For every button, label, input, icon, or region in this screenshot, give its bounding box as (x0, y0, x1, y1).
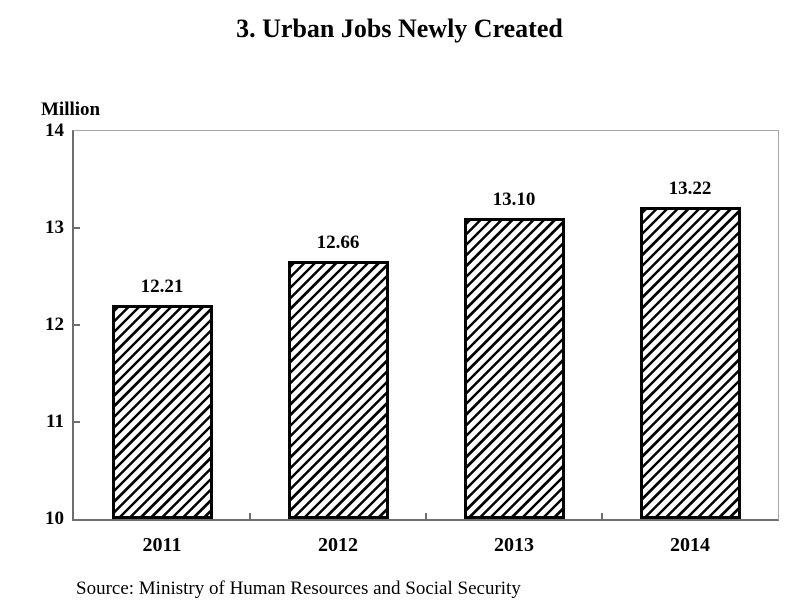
x-tick-label-2013: 2013 (494, 534, 534, 556)
y-tick-label-12: 12 (45, 314, 64, 335)
x-tick-mark-2 (425, 513, 427, 519)
y-tick-label-10: 10 (45, 508, 64, 529)
bar-value-label-2011: 12.21 (140, 275, 184, 297)
y-tick-mark-11 (74, 421, 80, 423)
y-axis-unit-label: Million (41, 99, 101, 120)
bar-value-label-2012: 12.66 (316, 231, 360, 253)
y-tick-label-11: 11 (46, 411, 64, 432)
x-tick-label-2012: 2012 (318, 534, 358, 556)
bar-2013 (463, 218, 565, 519)
source-note: Source: Ministry of Human Resources and … (76, 578, 521, 599)
x-tick-label-2014: 2014 (670, 534, 710, 556)
chart-title: 3. Urban Jobs Newly Created (236, 14, 563, 43)
y-tick-label-13: 13 (45, 217, 64, 238)
bar-2014 (639, 206, 741, 519)
x-tick-mark-3 (601, 513, 603, 519)
bar-value-label-2014: 13.22 (668, 177, 712, 199)
x-tick-mark-1 (249, 513, 251, 519)
bar-2012 (287, 260, 389, 519)
bar-2011 (111, 304, 213, 519)
y-tick-mark-12 (74, 324, 80, 326)
y-tick-mark-13 (74, 227, 80, 229)
plot-area: 12.21 12.66 13.10 13.22 (72, 130, 779, 521)
y-tick-label-14: 14 (45, 120, 64, 141)
bar-value-label-2013: 13.10 (492, 189, 536, 211)
x-tick-label-2011: 2011 (142, 534, 182, 556)
